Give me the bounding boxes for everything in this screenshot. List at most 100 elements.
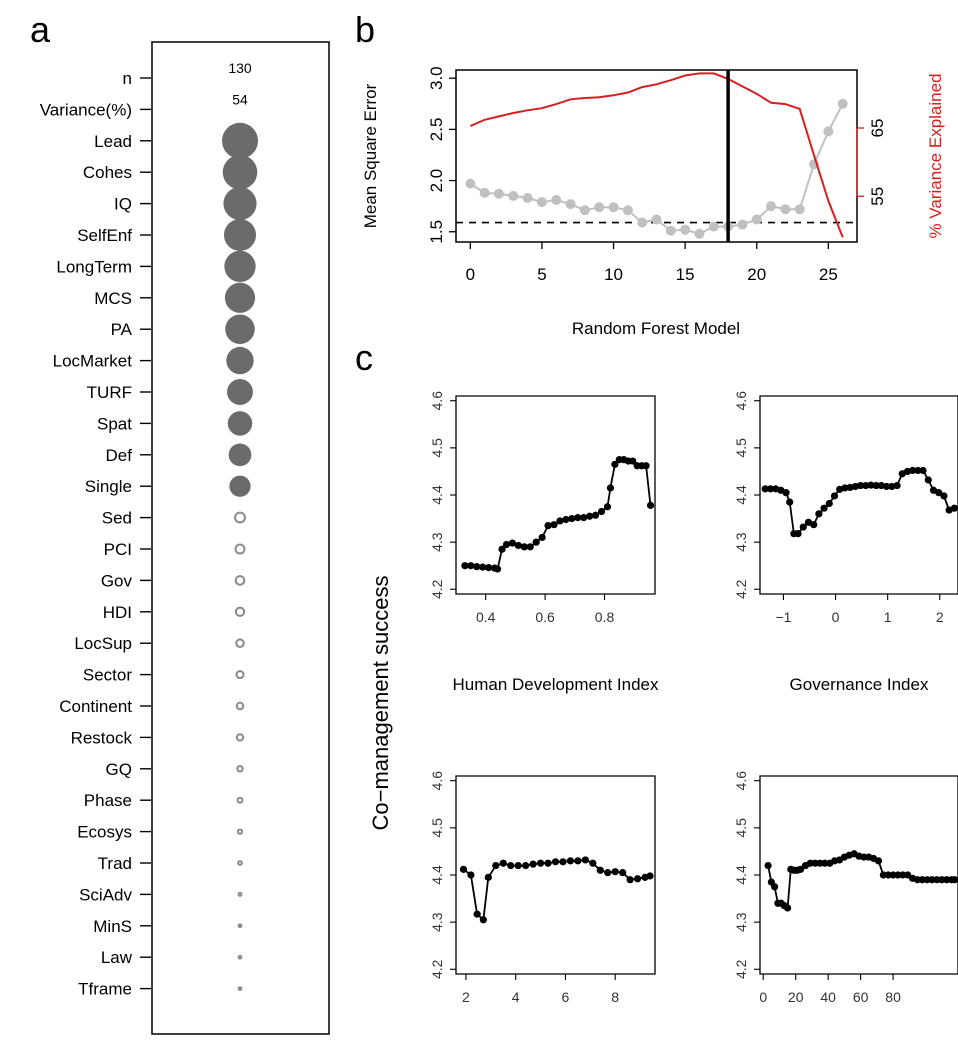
- x-axis-title: Human Development Index: [452, 675, 659, 694]
- dependence-line: [464, 458, 652, 571]
- dependence-point: [479, 916, 487, 924]
- importance-point: [229, 475, 251, 497]
- importance-point: [236, 796, 244, 804]
- dependence-point: [479, 563, 487, 571]
- y-axis-right-title: % Variance Explained: [926, 73, 945, 238]
- x-tick-label: 80: [885, 989, 901, 1005]
- dependence-point: [646, 501, 655, 509]
- dependence-point: [799, 523, 807, 531]
- x-tick-label: 0.4: [476, 609, 496, 625]
- y-tick-label: 2.5: [427, 118, 446, 142]
- dependence-point: [766, 485, 775, 493]
- x-tick-label: 15: [676, 265, 695, 284]
- y-tick-label: 4.2: [733, 579, 749, 599]
- x-tick-label: 0.6: [535, 609, 555, 625]
- mse-point: [794, 204, 805, 215]
- y-tick-label: 4.3: [733, 912, 749, 932]
- x-tick-label: −1: [775, 609, 791, 625]
- dependence-point: [764, 861, 772, 870]
- variable-label: Sector: [83, 666, 132, 685]
- variable-label: Tframe: [78, 980, 132, 999]
- dependence-point: [502, 540, 511, 549]
- importance-point: [237, 986, 243, 991]
- importance-point: [237, 860, 243, 866]
- dependence-point: [526, 543, 534, 551]
- x-tick-label: 10: [604, 265, 623, 284]
- y-tick-label: 4.3: [429, 532, 445, 552]
- dependence-point: [924, 476, 932, 484]
- dependence-point: [646, 872, 654, 880]
- x-tick-label: 60: [853, 989, 869, 1005]
- importance-point: [227, 379, 253, 405]
- dependence-point: [532, 538, 540, 546]
- dependence-point: [544, 859, 552, 867]
- dependence-point: [596, 866, 604, 874]
- dependence-point: [950, 504, 958, 512]
- dependence-point: [611, 868, 619, 876]
- y-tick-label: 2.0: [427, 169, 446, 193]
- variable-label: Sed: [102, 509, 132, 528]
- dependence-point: [815, 510, 823, 518]
- importance-point: [227, 411, 253, 436]
- importance-point: [237, 891, 243, 897]
- variable-label: LocMarket: [53, 352, 133, 371]
- importance-point: [236, 828, 244, 835]
- mse-point: [479, 187, 490, 198]
- importance-point: [222, 122, 258, 159]
- dependence-point: [550, 521, 558, 529]
- importance-point: [225, 314, 255, 344]
- importance-point: [224, 282, 256, 313]
- importance-point: [223, 218, 257, 252]
- header-value: 130: [228, 60, 252, 76]
- dependence-point: [782, 489, 790, 497]
- y-tick-label: 4.4: [429, 485, 445, 505]
- dependence-point: [562, 515, 570, 524]
- panel-label-a: a: [30, 9, 51, 50]
- partial-dependence-plot: 4.24.34.44.54.6020406080Time Frame: [733, 771, 958, 1005]
- dependence-point: [841, 484, 849, 492]
- dependence-point: [771, 883, 779, 891]
- x-tick-label: 6: [562, 989, 570, 1005]
- dependence-point: [633, 875, 642, 883]
- dependence-point: [874, 857, 883, 865]
- y-tick-label: 3.0: [427, 66, 446, 90]
- dependence-point: [761, 485, 769, 493]
- variable-label: LocSup: [74, 634, 132, 653]
- dependence-point: [919, 466, 927, 475]
- variable-label: PCI: [104, 540, 132, 559]
- x-tick-label: 25: [819, 265, 838, 284]
- dependence-point: [893, 481, 901, 490]
- mse-point: [823, 126, 834, 137]
- dependence-point: [559, 858, 567, 866]
- y-tick-label: 4.2: [429, 579, 445, 599]
- dependence-point: [492, 861, 500, 870]
- dependence-point: [574, 514, 582, 522]
- dependence-point: [951, 876, 958, 884]
- dependence-point: [825, 499, 833, 508]
- x-tick-label: 40: [820, 989, 836, 1005]
- x-tick-label: 2: [936, 609, 944, 625]
- importance-point: [226, 346, 254, 375]
- dependence-point: [810, 521, 818, 529]
- dependence-point: [459, 865, 468, 873]
- mse-point: [536, 197, 547, 208]
- y-right-tick-label: 65: [868, 119, 887, 138]
- variable-label: Law: [101, 948, 133, 967]
- dependence-point: [508, 539, 517, 547]
- partial-dependence-plot: 4.24.34.44.54.62468Corruption Perception…: [429, 771, 656, 1005]
- variable-importance-panel: n 130 Variance(%) 54 Lead Cohes IQ SelfEnf LongT…: [40, 41, 330, 1035]
- plot-frame: [759, 775, 958, 975]
- x-tick-label: 0: [832, 609, 840, 625]
- dependence-point: [507, 861, 515, 870]
- dependence-point: [467, 562, 475, 570]
- importance-point: [235, 670, 245, 680]
- y-tick-label: 4.2: [429, 959, 445, 979]
- dependence-point: [581, 856, 589, 864]
- dependence-point: [862, 481, 870, 490]
- y-tick-label: 4.2: [733, 959, 749, 979]
- dependence-point: [603, 503, 612, 511]
- dependence-point: [529, 860, 537, 868]
- dependence-point: [619, 869, 627, 877]
- dependence-point: [514, 861, 522, 870]
- y-tick-label: 4.6: [733, 391, 749, 411]
